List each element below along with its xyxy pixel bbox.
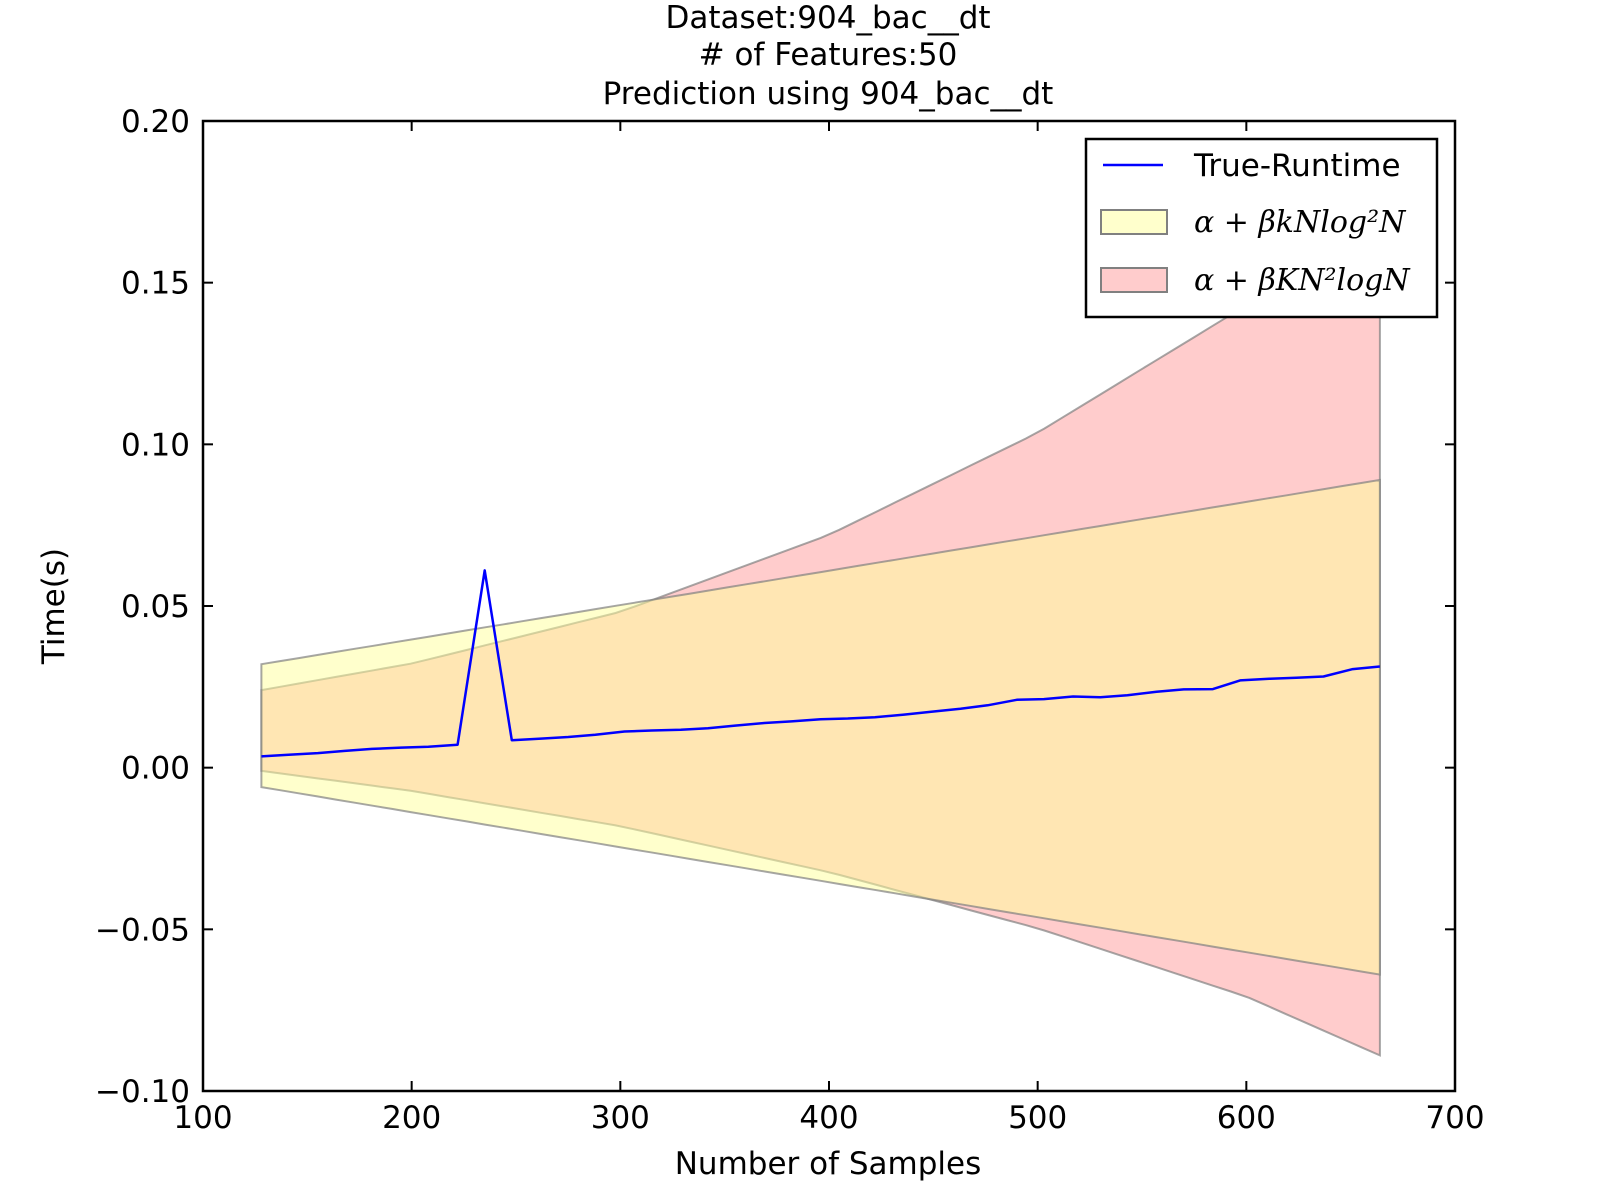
x-tick-label: 700 (1425, 1100, 1484, 1136)
title-line-1: Dataset:904_bac__dt (665, 0, 990, 36)
chart-title: Dataset:904_bac__dt # of Features:50 Pre… (603, 0, 1054, 112)
x-tick-label: 500 (1008, 1100, 1067, 1136)
y-tick-label: −0.05 (95, 912, 190, 948)
line-true-runtime (261, 569, 1381, 758)
legend: True-Runtime α + βkNlog²N α + βKN²logN (1084, 137, 1439, 319)
y-tick-label: 0.10 (121, 427, 190, 463)
y-tick-label: 0.05 (121, 589, 190, 625)
band-nlog2n (260, 478, 1381, 976)
plot-area (260, 211, 1381, 1057)
x-tick-label: 400 (799, 1100, 858, 1136)
y-tick-label: 0.00 (121, 751, 190, 787)
y-axis-label: Time(s) (36, 548, 72, 665)
x-axis-label: Number of Samples (675, 1146, 982, 1182)
legend-label-true-runtime: True-Runtime (1193, 148, 1401, 184)
legend-label-nlog2n: α + βkNlog²N (1194, 205, 1407, 240)
x-tick-label: 300 (591, 1100, 650, 1136)
legend-label-n2logn: α + βKN²logN (1194, 263, 1411, 298)
y-tick-label: −0.10 (95, 1074, 190, 1110)
title-line-2: # of Features:50 (699, 37, 958, 73)
x-tick-label: 200 (382, 1100, 441, 1136)
legend-swatch-n2logn (1100, 267, 1168, 293)
y-tick-label: 0.15 (121, 266, 190, 302)
x-tick-label: 600 (1217, 1100, 1276, 1136)
legend-swatch-nlog2n (1100, 209, 1168, 235)
axis-ticks: 100 200 300 400 500 600 700 −0.10 −0.05 0.00 0.05 0… (95, 104, 1485, 1136)
y-tick-label: 0.20 (121, 104, 190, 140)
title-line-3: Prediction using 904_bac__dt (603, 76, 1054, 112)
x-tick-label: 100 (173, 1100, 232, 1136)
